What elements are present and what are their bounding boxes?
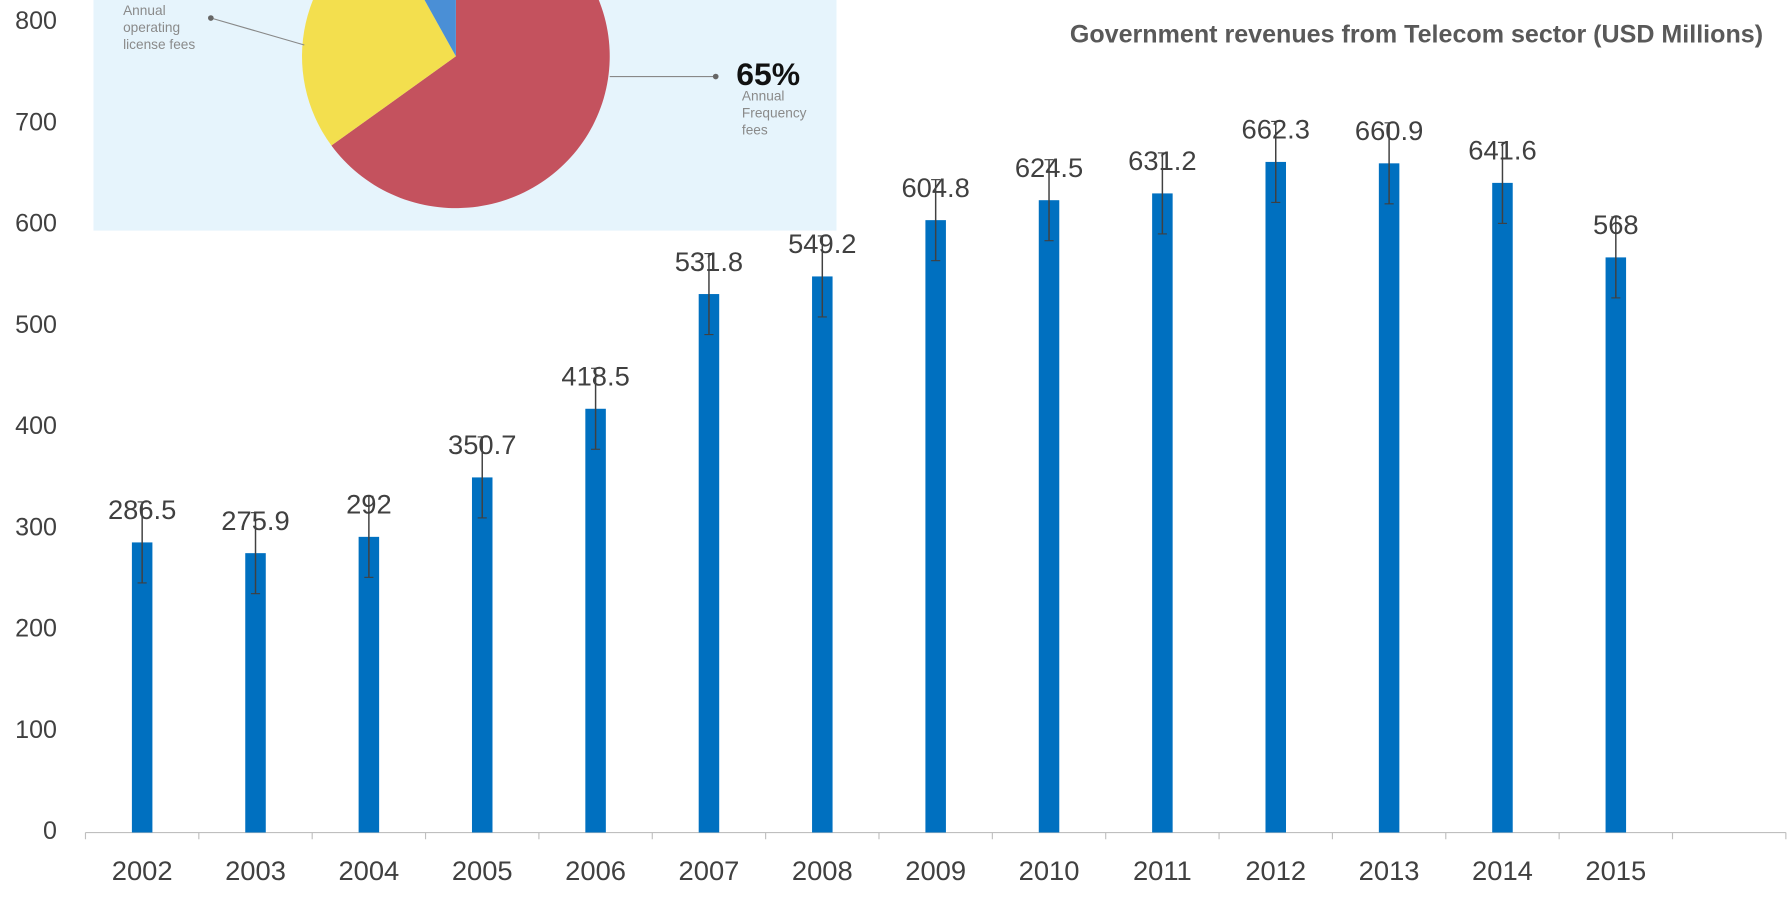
y-tick-label: 300 xyxy=(15,513,57,541)
pie-category-label: Annual operating license fees xyxy=(123,3,195,52)
bar xyxy=(698,294,720,833)
x-tick-label: 2005 xyxy=(452,855,513,886)
leader-dot xyxy=(712,73,719,80)
data-label: 660.9 xyxy=(1355,115,1423,146)
y-tick-label: 700 xyxy=(15,108,57,136)
leader-line xyxy=(210,17,305,46)
x-tick-label: 2003 xyxy=(225,855,286,886)
bar xyxy=(1605,257,1627,833)
y-tick-label: 0 xyxy=(43,817,57,845)
pie-slice xyxy=(331,0,610,209)
bar xyxy=(358,536,380,833)
bar xyxy=(1265,161,1287,833)
data-label: 662.3 xyxy=(1242,114,1310,145)
leader-dot xyxy=(207,15,214,21)
x-tick-label: 2012 xyxy=(1245,855,1306,886)
bar xyxy=(1152,193,1173,833)
data-label: 624.5 xyxy=(1015,152,1083,183)
bar xyxy=(585,408,606,833)
x-tick-label: 2009 xyxy=(905,855,966,886)
data-label: 275.9 xyxy=(221,505,289,536)
bar xyxy=(1378,163,1400,833)
x-tick-label: 2015 xyxy=(1585,855,1646,886)
bar xyxy=(471,477,493,833)
data-label: 286.5 xyxy=(108,494,176,525)
pie-inset xyxy=(302,0,610,209)
y-tick-label: 200 xyxy=(15,615,57,643)
y-tick-label: 500 xyxy=(15,311,57,339)
x-tick-label: 2002 xyxy=(112,855,173,886)
x-tick-label: 2013 xyxy=(1359,855,1420,886)
bar xyxy=(812,276,833,833)
bar xyxy=(925,220,946,833)
bar xyxy=(1492,182,1513,833)
pie-slice xyxy=(302,0,456,146)
y-tick-label: 400 xyxy=(15,412,57,440)
x-tick-label: 2004 xyxy=(338,855,399,886)
data-label: 549.2 xyxy=(788,228,856,259)
pie-value-label: 65% xyxy=(736,56,800,92)
y-tick-label: 100 xyxy=(15,716,57,744)
x-tick-label: 2014 xyxy=(1472,855,1533,886)
data-label: 604.8 xyxy=(901,172,969,203)
data-label: 641.6 xyxy=(1468,135,1536,166)
bar xyxy=(1038,200,1060,833)
bar xyxy=(131,542,153,833)
data-label: 568 xyxy=(1593,209,1639,240)
chart-title: Government revenues from Telecom sector … xyxy=(1070,21,1763,49)
data-label: 631.2 xyxy=(1128,145,1196,176)
data-label: 292 xyxy=(346,489,392,520)
y-tick-label: 600 xyxy=(15,210,57,238)
x-tick-label: 2007 xyxy=(679,855,740,886)
data-label: 418.5 xyxy=(561,361,629,392)
x-tick-label: 2011 xyxy=(1133,855,1192,886)
data-label: 350.7 xyxy=(448,429,516,460)
x-tick-label: 2008 xyxy=(792,855,853,886)
x-tick-label: 2006 xyxy=(565,855,626,886)
pie-category-label: Annual Frequency fees xyxy=(742,88,807,137)
pie-slice xyxy=(424,0,456,57)
x-tick-label: 2010 xyxy=(1019,855,1080,886)
bar xyxy=(245,553,266,833)
y-tick-label: 800 xyxy=(15,7,57,35)
data-label: 531.8 xyxy=(675,246,743,277)
